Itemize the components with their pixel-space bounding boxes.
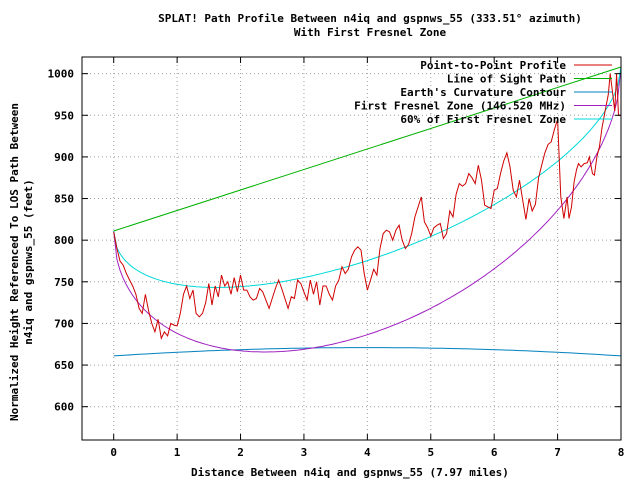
y-tick-label: 650 [54, 359, 74, 372]
legend-label: Earth's Curvature Contour [400, 86, 566, 99]
x-tick-label: 5 [427, 446, 434, 459]
x-tick-label: 0 [110, 446, 117, 459]
y-axis-label-line2: n4iq and gspnws_55 (feet) [22, 179, 35, 345]
x-tick-label: 8 [618, 446, 625, 459]
legend-label: Line of Sight Path [447, 73, 566, 86]
x-tick-label: 6 [491, 446, 498, 459]
y-tick-label: 750 [54, 276, 74, 289]
y-axis-label-line1: Normalized Height Referenced To LOS Path… [8, 103, 21, 421]
earth-curvature-line [113, 347, 622, 357]
legend-label: 60% of First Fresnel Zone [400, 113, 566, 126]
legend-label: Point-to-Point Profile [420, 59, 566, 72]
los-line [113, 66, 622, 232]
legend-label: First Fresnel Zone (146.520 MHz) [354, 100, 566, 113]
y-tick-label: 800 [54, 234, 74, 247]
y-tick-label: 900 [54, 151, 74, 164]
x-axis-label: Distance Between n4iq and gspnws_55 (7.9… [191, 466, 509, 479]
series-group [113, 66, 622, 357]
x-tick-label: 7 [554, 446, 561, 459]
fresnel-60-line [113, 66, 622, 288]
y-tick-label: 700 [54, 317, 74, 330]
x-tick-label: 3 [301, 446, 308, 459]
x-tick-label: 2 [237, 446, 244, 459]
chart-title: SPLAT! Path Profile Between n4iq and gsp… [158, 12, 582, 25]
y-tick-label: 1000 [48, 68, 75, 81]
x-tick-label: 4 [364, 446, 371, 459]
chart-subtitle: With First Fresnel Zone [294, 26, 447, 39]
y-tick-label: 950 [54, 109, 74, 122]
y-tick-label: 850 [54, 193, 74, 206]
profile-line [113, 73, 621, 341]
fresnel-zone-line [113, 66, 622, 353]
y-tick-label: 600 [54, 401, 74, 414]
x-tick-label: 1 [174, 446, 181, 459]
plot-border [81, 56, 622, 441]
axis-ticks: 0 1 2 3 4 5 6 7 8 600 650 700 750 800 850 900 950 1000 [48, 57, 625, 459]
